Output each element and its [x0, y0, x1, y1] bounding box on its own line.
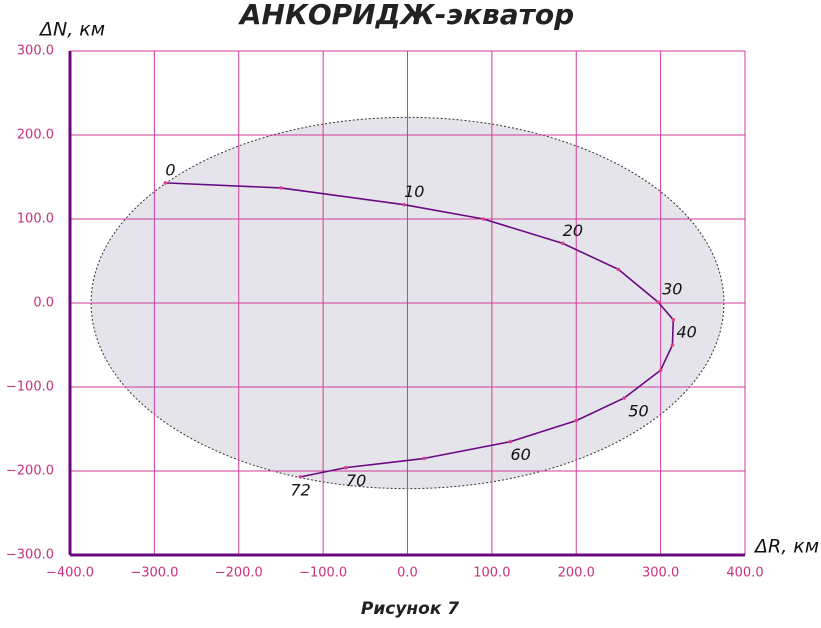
point-label: 30 [662, 280, 682, 299]
x-tick-label: −300.0 [130, 566, 178, 581]
point [508, 439, 513, 444]
point [622, 396, 627, 400]
point [163, 181, 168, 185]
point-label: 10 [404, 182, 424, 201]
point [616, 267, 621, 272]
y-tick-label: 100.0 [17, 212, 54, 227]
x-tick-label: 0.0 [397, 566, 418, 581]
point [658, 368, 663, 373]
point-label: 72 [290, 480, 310, 499]
point [279, 186, 283, 190]
x-tick-label: 400.0 [726, 566, 763, 581]
point-label: 70 [346, 471, 366, 490]
point-label: 0 [165, 160, 175, 179]
trajectory [165, 182, 675, 478]
y-tick-label: −200.0 [6, 464, 54, 479]
point [344, 465, 348, 470]
point [481, 217, 486, 221]
point [574, 418, 579, 423]
point [656, 300, 660, 304]
y-tick-label: −100.0 [6, 380, 54, 395]
chart-title: АНКОРИДЖ-экватор [238, 0, 574, 31]
point-label: 40 [676, 323, 696, 342]
x-axis-label: ΔR, км [753, 536, 819, 558]
point-label: 50 [628, 401, 648, 420]
caption: Рисунок 7 [361, 599, 459, 619]
point [670, 343, 675, 347]
x-tick-label: 300.0 [642, 566, 679, 581]
y-tick-label: −300.0 [6, 548, 54, 563]
x-tick-label: 100.0 [473, 566, 510, 581]
y-tick-label: 0.0 [33, 296, 54, 311]
x-tick-label: 200.0 [558, 566, 595, 581]
y-tick-label: 200.0 [17, 128, 54, 143]
x-tick-label: −100.0 [299, 566, 347, 581]
y-tick-label: 300.0 [17, 44, 54, 59]
point [671, 318, 676, 322]
point [560, 241, 565, 246]
x-tick-label: −400.0 [46, 566, 94, 581]
x-tick-label: −200.0 [215, 566, 263, 581]
point-label: 60 [510, 445, 530, 464]
y-axis-label: ΔN, км [38, 19, 105, 41]
point [402, 202, 406, 207]
point [298, 475, 303, 479]
point [422, 456, 427, 461]
point-label: 20 [563, 221, 583, 240]
